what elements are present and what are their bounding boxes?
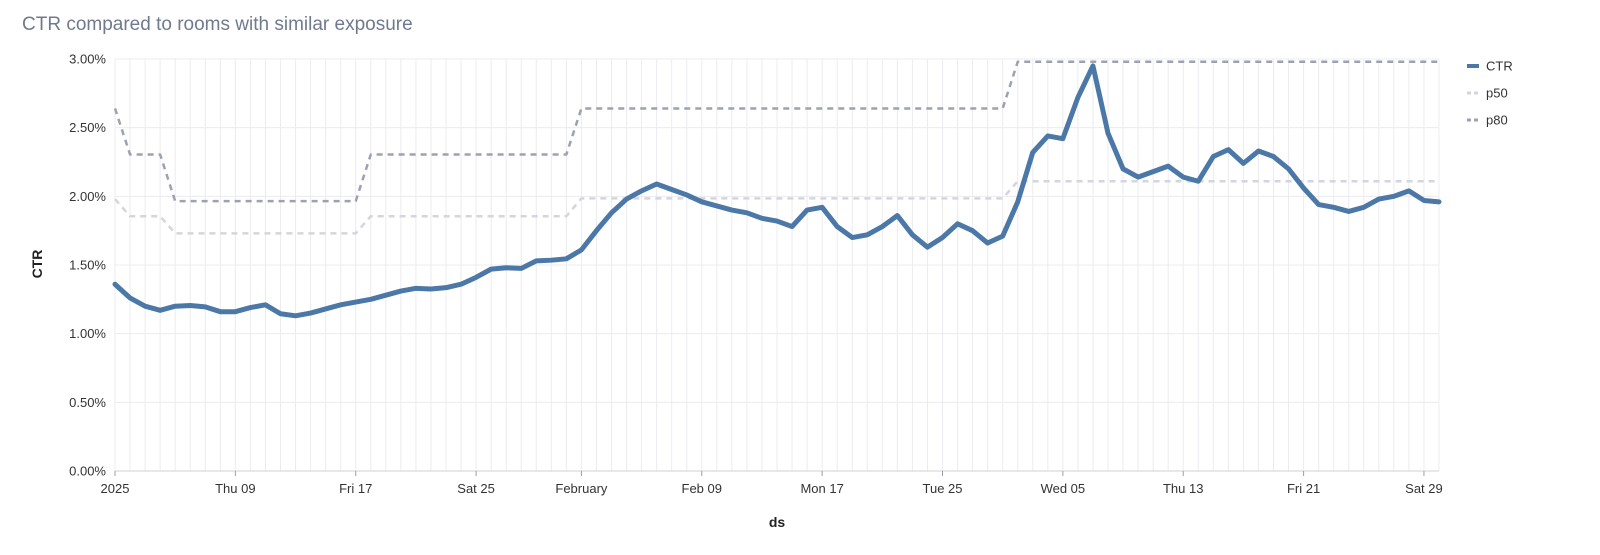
y-tick-label: 2.50%: [69, 120, 106, 135]
series-line-ctr: [112, 63, 1442, 319]
x-tick-label: 2025: [101, 481, 130, 496]
y-axis-ticks: 0.00% 0.50% 1.00% 1.50% 2.00% 2.50% 3.00%: [69, 52, 106, 479]
y-tick-label: 3.00%: [69, 52, 106, 67]
y-tick-label: 1.50%: [69, 258, 106, 273]
x-axis-ticks: 2025 Thu 09 Fri 17 Sat 25 February Feb 09 Mon …: [101, 471, 1443, 496]
x-tick-label: Sat 29: [1405, 481, 1443, 496]
x-tick-label: Mon 17: [800, 481, 843, 496]
y-tick-label: 0.50%: [69, 395, 106, 410]
x-tick-label: Thu 09: [215, 481, 255, 496]
x-tick-label: Wed 05: [1041, 481, 1086, 496]
legend-label-p50: p50: [1486, 86, 1508, 101]
x-tick-label: Fri 21: [1287, 481, 1320, 496]
legend: CTR p50 p80: [1467, 59, 1513, 128]
x-tick-label: Thu 13: [1163, 481, 1203, 496]
legend-label-p80: p80: [1486, 113, 1508, 128]
x-tick-label: February: [555, 481, 608, 496]
y-axis-title: CTR: [29, 250, 45, 279]
x-tick-label: Feb 09: [682, 481, 722, 496]
y-tick-label: 2.00%: [69, 189, 106, 204]
series-line-p50: [114, 179, 1439, 235]
y-tick-label: 1.00%: [69, 326, 106, 341]
x-tick-label: Tue 25: [923, 481, 963, 496]
x-tick-label: Fri 17: [339, 481, 372, 496]
grid: [114, 58, 1440, 472]
chart-title: CTR compared to rooms with similar expos…: [22, 14, 413, 35]
y-tick-label: 0.00%: [69, 464, 106, 479]
x-tick-label: Sat 25: [457, 481, 495, 496]
series-line-p80: [113, 60, 1439, 203]
series-layer: [112, 60, 1442, 319]
legend-label-ctr: CTR: [1486, 59, 1513, 74]
x-axis-title: ds: [769, 514, 786, 530]
